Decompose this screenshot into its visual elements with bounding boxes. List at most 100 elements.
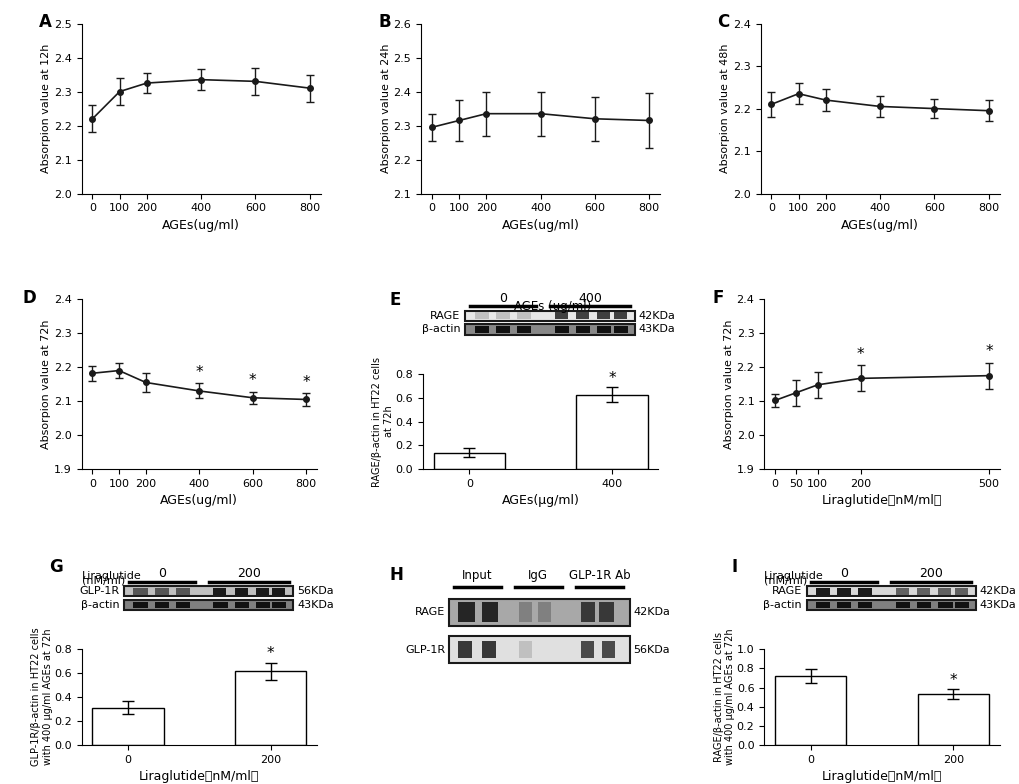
- Text: 42KDa: 42KDa: [978, 586, 1016, 597]
- Bar: [954, 588, 967, 595]
- Bar: [124, 600, 293, 610]
- Bar: [596, 312, 609, 319]
- Y-axis label: Absorpion value at 72h: Absorpion value at 72h: [41, 319, 51, 449]
- Y-axis label: Absorpion value at 72h: Absorpion value at 72h: [723, 319, 733, 449]
- X-axis label: AGEs(μg/ml): AGEs(μg/ml): [501, 495, 579, 507]
- Bar: [519, 602, 532, 622]
- Bar: [458, 641, 472, 658]
- Y-axis label: Absorpion value at 48h: Absorpion value at 48h: [719, 44, 730, 173]
- Text: 56KDa: 56KDa: [297, 586, 333, 597]
- Bar: [774, 676, 846, 745]
- Text: B: B: [378, 13, 390, 31]
- Text: Liraglutide: Liraglutide: [82, 572, 142, 581]
- Bar: [554, 326, 569, 333]
- X-axis label: Liraglutide（nM/ml）: Liraglutide（nM/ml）: [821, 770, 942, 783]
- Text: 43KDa: 43KDa: [297, 600, 333, 610]
- Bar: [837, 588, 851, 595]
- Text: 200: 200: [918, 567, 943, 580]
- Bar: [124, 586, 293, 597]
- Text: *: *: [303, 375, 310, 390]
- Bar: [576, 394, 647, 469]
- Text: C: C: [716, 13, 729, 31]
- Text: 43KDa: 43KDa: [978, 600, 1015, 610]
- Bar: [433, 452, 504, 469]
- Text: I: I: [731, 557, 737, 575]
- Text: 0: 0: [158, 567, 165, 580]
- Text: G: G: [49, 557, 62, 575]
- Text: (nM/ml): (nM/ml): [82, 575, 124, 586]
- Bar: [175, 588, 190, 595]
- X-axis label: AGEs(ug/ml): AGEs(ug/ml): [162, 219, 239, 232]
- Bar: [895, 601, 909, 608]
- Bar: [481, 602, 497, 622]
- Bar: [272, 601, 286, 608]
- Bar: [465, 325, 634, 335]
- Text: 200: 200: [236, 567, 261, 580]
- Text: *: *: [856, 347, 863, 362]
- Bar: [234, 601, 249, 608]
- Text: 42KDa: 42KDa: [638, 310, 675, 321]
- Bar: [858, 601, 871, 608]
- Text: RAGE: RAGE: [415, 607, 445, 617]
- Bar: [474, 312, 488, 319]
- Text: E: E: [389, 291, 400, 309]
- Bar: [155, 588, 168, 595]
- Bar: [133, 601, 148, 608]
- Bar: [519, 641, 532, 658]
- Text: *: *: [249, 373, 257, 388]
- Bar: [895, 588, 908, 595]
- Bar: [133, 588, 148, 595]
- Y-axis label: GLP-1R/β-actin in HT22 cells
with 400 μg/ml AGEs at 72h: GLP-1R/β-actin in HT22 cells with 400 μg…: [32, 628, 53, 767]
- Text: (nM/ml): (nM/ml): [763, 575, 807, 586]
- Bar: [576, 312, 588, 319]
- Text: β-actin: β-actin: [422, 325, 461, 335]
- Bar: [954, 601, 968, 608]
- Bar: [580, 602, 594, 622]
- Bar: [213, 588, 226, 595]
- Text: AGEs (ug/ml): AGEs (ug/ml): [514, 299, 590, 313]
- Bar: [155, 601, 168, 608]
- Text: H: H: [389, 566, 404, 584]
- Bar: [256, 588, 268, 595]
- Text: D: D: [22, 289, 37, 307]
- X-axis label: AGEs(ug/ml): AGEs(ug/ml): [160, 495, 238, 507]
- Bar: [213, 601, 227, 608]
- Text: *: *: [984, 343, 991, 358]
- Bar: [917, 694, 988, 745]
- Bar: [474, 326, 488, 333]
- Text: Liraglutide: Liraglutide: [763, 572, 823, 581]
- Text: IgG: IgG: [528, 569, 547, 583]
- Bar: [458, 602, 474, 622]
- Text: A: A: [39, 13, 51, 31]
- Bar: [465, 310, 634, 321]
- Text: *: *: [949, 673, 956, 688]
- Text: 0: 0: [498, 292, 506, 304]
- Text: RAGE: RAGE: [770, 586, 801, 597]
- Text: 400: 400: [578, 292, 601, 304]
- Text: 43KDa: 43KDa: [638, 325, 675, 335]
- Bar: [613, 326, 627, 333]
- Bar: [815, 588, 829, 595]
- Text: *: *: [267, 646, 274, 661]
- Text: *: *: [196, 365, 203, 379]
- Y-axis label: Absorpion value at 12h: Absorpion value at 12h: [41, 44, 51, 173]
- Text: GLP-1R: GLP-1R: [405, 644, 445, 655]
- Bar: [580, 641, 593, 658]
- Text: F: F: [711, 289, 723, 307]
- Bar: [554, 312, 568, 319]
- Text: β-actin: β-actin: [81, 600, 119, 610]
- Bar: [806, 586, 975, 597]
- Bar: [837, 601, 851, 608]
- Text: GLP-1R Ab: GLP-1R Ab: [568, 569, 630, 583]
- Bar: [576, 326, 589, 333]
- Text: *: *: [607, 371, 615, 386]
- Bar: [937, 588, 951, 595]
- Bar: [234, 588, 248, 595]
- Bar: [858, 588, 871, 595]
- Bar: [517, 326, 531, 333]
- Bar: [495, 312, 510, 319]
- Text: β-actin: β-actin: [762, 600, 801, 610]
- Text: GLP-1R: GLP-1R: [79, 586, 119, 597]
- Bar: [495, 326, 510, 333]
- Bar: [937, 601, 952, 608]
